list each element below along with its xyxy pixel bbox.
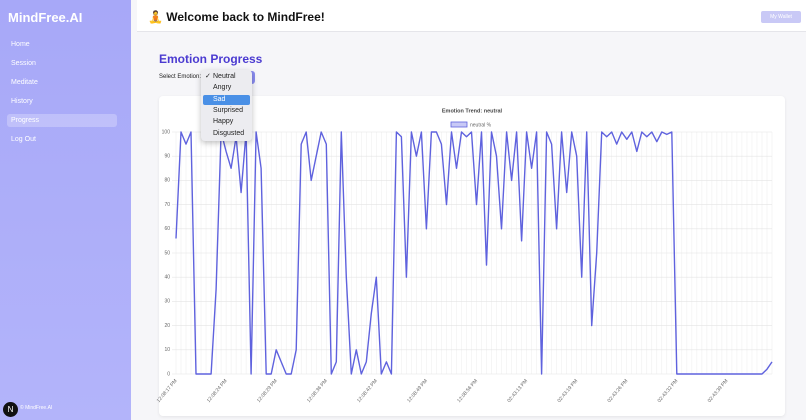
x-tick-label: 12:08:24 PM — [206, 378, 229, 404]
select-label: Select Emotion: — [159, 74, 202, 80]
y-tick-label: 90 — [164, 154, 170, 160]
y-tick-label: 60 — [164, 226, 170, 232]
y-tick-label: 80 — [164, 178, 170, 184]
page-heading: Emotion Progress — [159, 52, 263, 66]
x-tick-label: 02:43:32 PM — [657, 378, 680, 404]
x-tick-label: 02:43:26 PM — [606, 378, 629, 404]
chart-title: Emotion Trend: neutral — [442, 108, 503, 114]
y-tick-label: 100 — [162, 129, 171, 135]
nav-item[interactable]: Log Out — [11, 136, 36, 143]
x-tick-label: 02:43:39 PM — [707, 378, 730, 404]
nav-item[interactable]: Session — [11, 60, 36, 67]
dropdown-option[interactable]: Disgusted — [213, 129, 245, 137]
sidebar: MindFree.AI Home Session Meditate History Pr… — [0, 0, 131, 420]
logo-badge[interactable]: N — [3, 402, 18, 417]
header-title: 🧘 Welcome back to MindFree! — [148, 10, 325, 24]
legend-swatch — [450, 121, 468, 128]
check-mark: ✓ — [205, 73, 211, 80]
wallet-button[interactable]: My Wallet — [761, 11, 801, 23]
y-tick-label: 50 — [164, 250, 170, 256]
nav-item[interactable]: History — [11, 98, 33, 105]
y-tick-label: 40 — [164, 275, 170, 281]
header: 🧘 Welcome back to MindFree! My Wallet — [137, 0, 806, 32]
line — [175, 131, 773, 375]
x-tick-label: 12:08:56 PM — [456, 378, 479, 404]
y-tick-label: 30 — [164, 299, 170, 305]
x-tick-label: 12:08:29 PM — [256, 378, 279, 404]
x-tick-label: 12:08:49 PM — [406, 378, 429, 404]
legend-label: neutral % — [470, 122, 492, 128]
dropdown-option[interactable]: Sad — [203, 94, 250, 105]
nav-item[interactable]: Home — [11, 41, 30, 48]
dropdown-option[interactable]: Surprised — [213, 106, 243, 114]
dropdown-option[interactable]: Happy — [213, 118, 234, 126]
y-tick-label: 0 — [167, 371, 170, 377]
dropdown-option[interactable]: Angry — [213, 84, 232, 92]
x-tick-label: 12:08:36 PM — [306, 378, 329, 404]
nav-item[interactable]: Progress — [7, 114, 117, 127]
y-tick-label: 70 — [164, 202, 170, 208]
x-tick-label: 02:43:19 PM — [556, 378, 579, 404]
x-tick-label: 12:08:42 PM — [356, 378, 379, 404]
x-tick-label: 12:08:17 PM — [156, 378, 179, 404]
x-tick-label: 02:43:13 PM — [506, 378, 529, 404]
y-tick-label: 20 — [164, 323, 170, 329]
dropdown-menu: Neutral ✓ Angry Sad Surprised Happy Disgusted — [201, 70, 252, 141]
nav-item[interactable]: Meditate — [11, 79, 38, 86]
y-tick-label: 10 — [164, 347, 170, 353]
dropdown-option[interactable]: Neutral ✓ — [205, 73, 236, 80]
footer: © MindFree.AI — [20, 405, 53, 411]
brand[interactable]: MindFree.AI — [8, 10, 83, 25]
